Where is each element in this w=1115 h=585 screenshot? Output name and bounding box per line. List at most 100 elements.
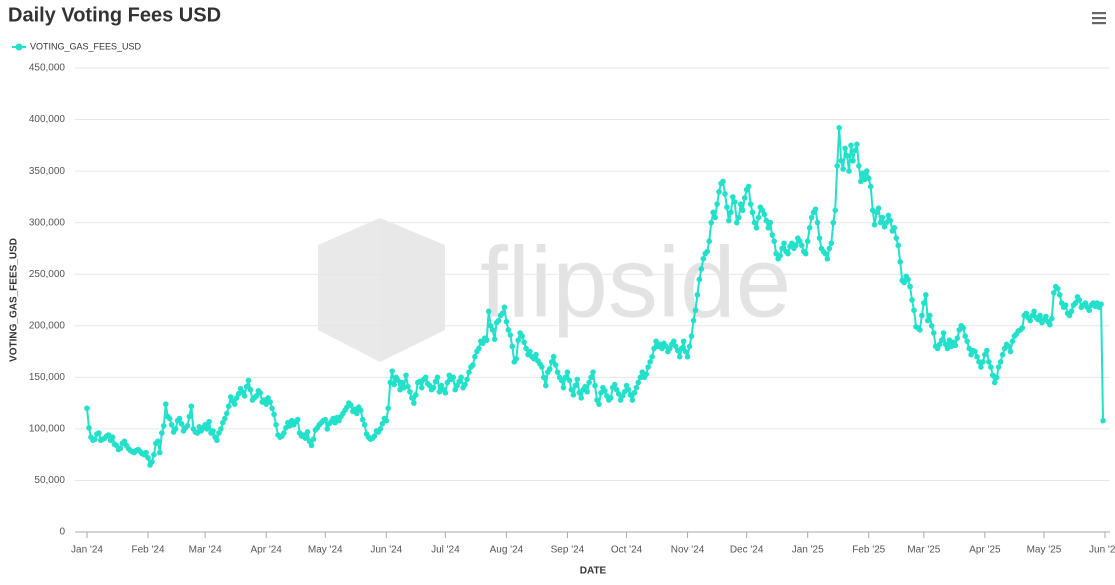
y-tick-label: 300,000 [29,217,66,228]
data-point [582,383,588,390]
data-point [247,386,254,393]
data-point [779,245,785,252]
data-point [302,435,309,441]
data-point [560,384,567,391]
data-point [513,355,520,362]
data-point [688,333,695,339]
data-point [875,205,882,212]
data-point [383,417,390,424]
data-point [572,382,579,389]
data-point [172,426,179,432]
data-point [590,369,596,375]
x-tick-label: May '25 [1027,545,1062,556]
data-point [218,426,224,432]
data-point [310,436,317,443]
data-point [389,368,396,374]
data-point [596,401,602,407]
data-point [848,142,854,149]
data-point [253,393,260,399]
data-point [1009,338,1016,345]
data-point [649,353,655,360]
data-point [269,405,275,412]
data-point [574,376,581,383]
data-point [539,364,545,370]
data-point [940,330,947,336]
data-point [361,421,368,428]
y-tick-label: 0 [59,527,65,538]
data-point [1072,300,1079,306]
x-tick-label: Jun '24 [370,545,402,556]
x-tick-label: Oct '24 [611,545,643,556]
data-point [670,338,677,345]
data-point [826,245,833,252]
data-point [753,225,760,231]
data-point [462,381,468,388]
data-point [919,312,925,319]
data-point [993,374,1000,381]
y-tick-label: 250,000 [29,269,66,280]
data-point [257,390,264,396]
data-point [771,238,777,245]
data-point [1005,343,1012,350]
data-point [166,415,173,422]
data-point [479,340,486,347]
data-point [1031,308,1037,315]
menu-icon[interactable] [1092,12,1106,25]
y-tick-label: 350,000 [29,166,66,177]
data-point [377,426,384,432]
data-point [519,333,525,339]
data-point [495,317,502,324]
data-point [1054,285,1061,292]
data-point [836,125,842,131]
data-point [625,386,632,393]
data-point [694,292,701,298]
data-point [856,163,862,169]
data-point [745,183,752,190]
data-point [151,451,157,458]
menu-bar [1092,17,1106,20]
data-point [850,158,856,164]
data-point [304,429,311,435]
data-point [765,225,772,231]
data-point [413,392,419,398]
data-point [359,416,366,423]
data-point [507,332,514,338]
data-point [824,255,831,262]
data-point [986,359,992,365]
data-point [184,422,191,429]
data-point [1037,312,1043,319]
data-point [921,300,927,306]
data-point [767,219,774,226]
y-tick-label: 400,000 [29,114,66,125]
x-tick-label: Jan '24 [71,545,103,556]
data-point [501,304,508,311]
x-tick-label: Jan '25 [792,545,824,556]
data-point [466,369,472,375]
data-point [802,250,809,257]
data-point [450,374,457,381]
data-point [160,422,167,429]
data-point [476,345,482,352]
y-tick-label: 200,000 [29,320,66,331]
data-point [781,240,787,247]
data-point [570,392,577,398]
data-point [885,212,892,219]
data-point [680,338,687,345]
legend-label: VOTING_GAS_FEES_USD [30,41,142,51]
data-point [844,152,850,159]
y-axis-title: VOTING_GAS_FEES_USD [9,238,20,362]
data-point [271,411,277,418]
data-point [273,421,279,428]
data-point [245,377,252,384]
data-point [607,395,614,401]
data-point [353,410,360,417]
data-point [704,248,711,255]
data-point [999,351,1006,358]
data-point [737,201,744,207]
data-point [117,445,124,452]
x-tick-label: Feb '24 [132,545,165,556]
data-point [911,307,917,314]
data-point [700,255,707,262]
data-point [1056,292,1063,298]
legend-marker [15,43,23,51]
